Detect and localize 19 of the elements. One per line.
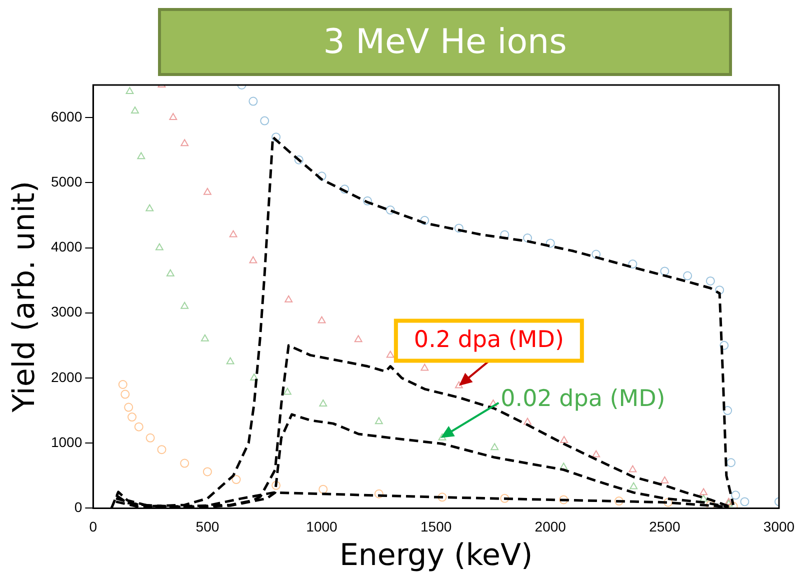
x-tick-label: 0 [89, 518, 98, 534]
x-tick-label: 2500 [649, 518, 680, 534]
x-tick-label: 1000 [306, 518, 338, 534]
annotation: 0.02 dpa (MD) [500, 386, 666, 412]
y-axis-title: Yield (arb. unit) [6, 180, 42, 414]
y-tick-label: 3000 [50, 304, 82, 320]
annotation: 0.2 dpa (MD) [414, 326, 564, 353]
x-tick-label: 2000 [534, 518, 566, 534]
y-tick-label: 4000 [50, 238, 82, 255]
chart-title: 3 MeV He ions [158, 8, 732, 76]
x-axis-title: Energy (keV) [339, 538, 533, 573]
y-tick-label: 1000 [50, 434, 82, 450]
x-tick-label: 1500 [420, 518, 452, 534]
x-tick-label: 500 [196, 518, 220, 534]
y-tick-label: 5000 [50, 174, 82, 190]
y-tick-label: 2000 [50, 368, 82, 385]
y-tick-label: 0 [74, 499, 82, 516]
x-tick-label: 3000 [763, 518, 795, 534]
y-tick-label: 6000 [50, 108, 82, 124]
